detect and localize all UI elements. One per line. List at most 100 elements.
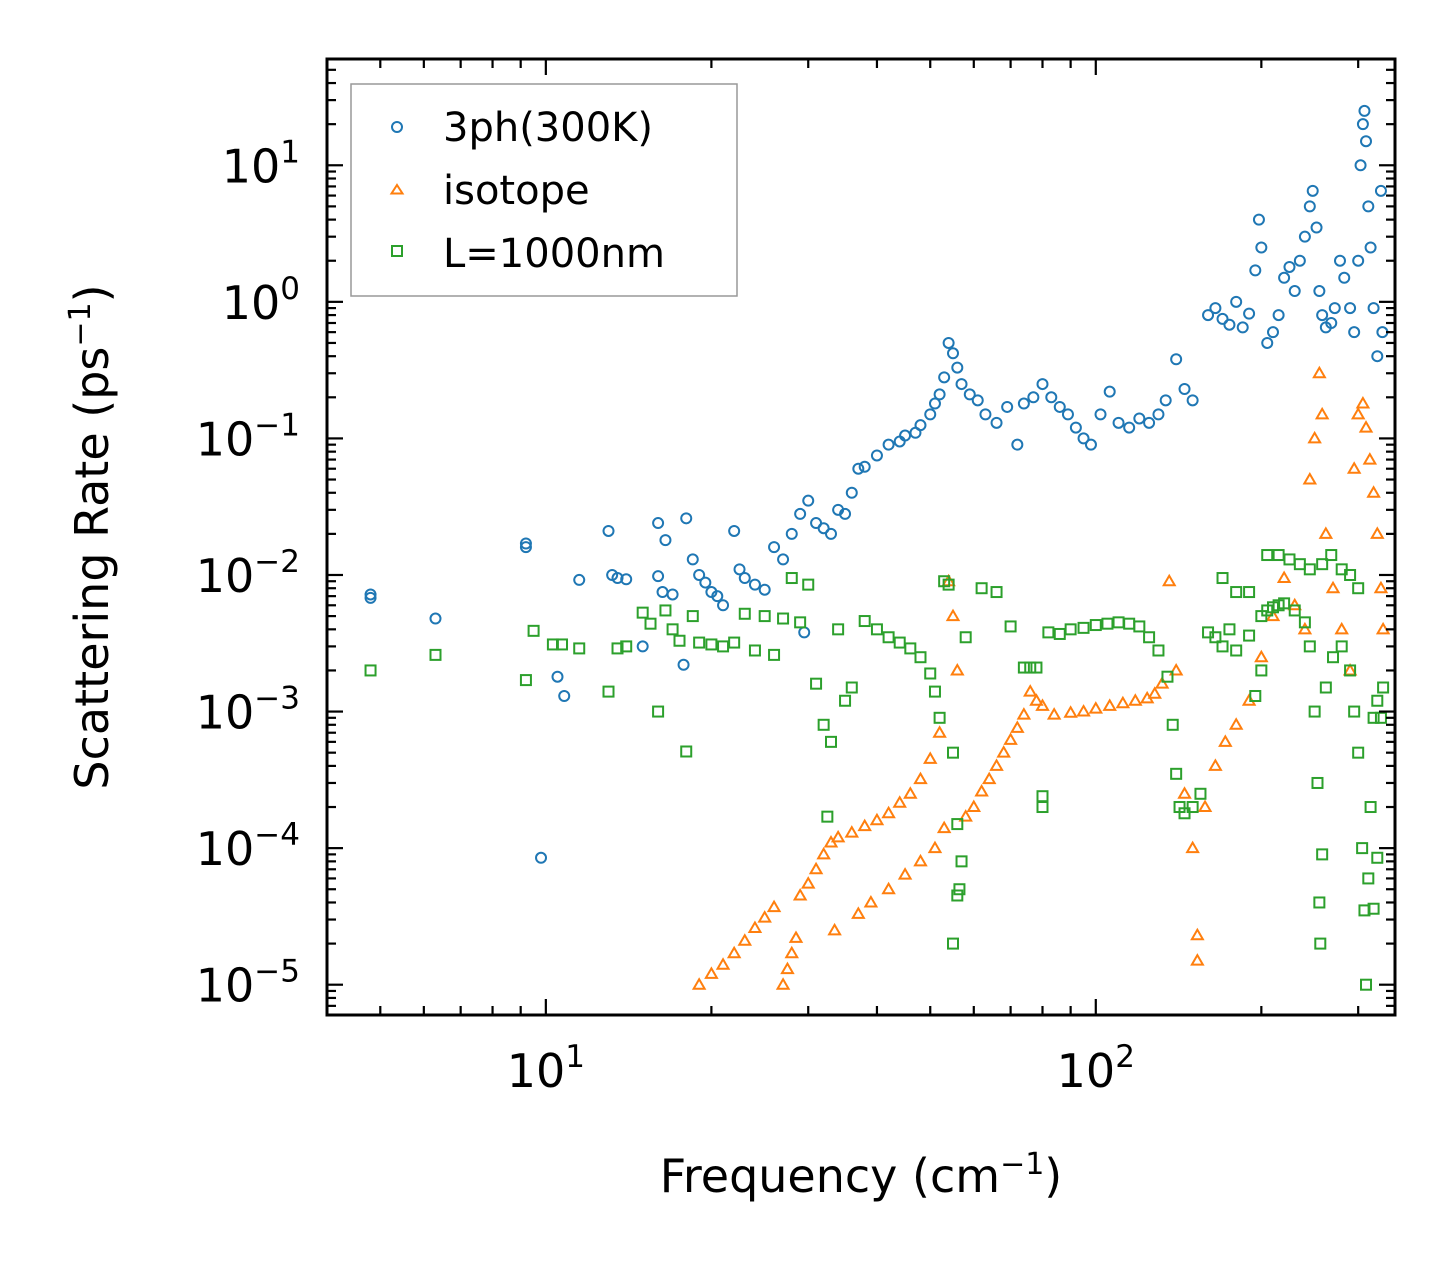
point-boundary	[839, 694, 852, 707]
point-3ph	[693, 568, 706, 581]
point-3ph	[1360, 135, 1373, 148]
point-3ph	[1306, 184, 1319, 197]
point-boundary	[1325, 549, 1338, 562]
point-boundary	[573, 642, 586, 655]
point-boundary	[1356, 842, 1369, 855]
point-3ph	[899, 429, 912, 442]
point-isotope	[1010, 720, 1025, 733]
point-boundary	[1344, 664, 1357, 677]
point-boundary	[1243, 629, 1256, 642]
point-boundary	[1161, 670, 1174, 683]
point-boundary	[1216, 572, 1229, 585]
point-3ph	[748, 578, 761, 591]
point-3ph	[1011, 438, 1024, 451]
point-3ph	[652, 517, 665, 530]
series-1	[691, 365, 1391, 990]
point-isotope	[1177, 786, 1192, 799]
point-isotope	[1314, 406, 1330, 420]
point-isotope	[757, 910, 772, 923]
y-tick-label: 10−2	[196, 544, 300, 603]
point-boundary	[845, 681, 858, 694]
point-boundary	[1024, 661, 1037, 674]
point-boundary	[1298, 616, 1311, 629]
y-tick-label: 10−3	[196, 681, 300, 740]
legend-label-boundary: L=1000nm	[443, 231, 665, 277]
point-boundary	[858, 615, 871, 628]
point-isotope	[1003, 732, 1018, 745]
point-boundary	[1186, 801, 1199, 814]
point-3ph	[1230, 295, 1243, 308]
point-3ph	[364, 588, 377, 601]
point-3ph	[1325, 316, 1338, 329]
point-3ph	[858, 460, 871, 473]
point-3ph	[717, 599, 730, 612]
point-3ph	[1216, 312, 1229, 325]
point-isotope	[974, 783, 989, 797]
point-boundary	[953, 883, 966, 896]
point-boundary	[1209, 631, 1222, 644]
point-boundary	[1278, 597, 1291, 610]
point-boundary	[1017, 661, 1030, 674]
point-isotope	[1197, 799, 1213, 813]
x-tick-label: 101	[507, 1039, 585, 1098]
point-3ph	[963, 388, 976, 401]
point-3ph	[1159, 394, 1172, 407]
series-2	[364, 549, 1390, 991]
point-boundary	[1101, 617, 1114, 630]
point-boundary	[1362, 872, 1375, 885]
point-3ph	[551, 670, 564, 683]
point-3ph	[1371, 350, 1384, 363]
point-3ph	[979, 408, 992, 421]
point-3ph	[947, 347, 960, 360]
point-boundary	[882, 631, 895, 644]
point-boundary	[1316, 848, 1329, 861]
legend: 3ph(300K) isotope L=1000nm	[350, 83, 738, 297]
point-isotope	[1102, 698, 1117, 711]
point-isotope	[801, 876, 816, 889]
point-3ph	[1027, 391, 1040, 404]
point-boundary	[1166, 718, 1179, 731]
point-isotope	[1208, 758, 1223, 771]
point-boundary	[673, 634, 686, 647]
point-boundary	[728, 636, 741, 649]
point-boundary	[1143, 631, 1156, 644]
point-3ph	[1202, 309, 1215, 322]
point-3ph	[1348, 326, 1361, 339]
point-isotope	[897, 867, 913, 880]
point-isotope	[881, 805, 896, 819]
point-boundary	[1064, 623, 1077, 636]
x-axis-label: Frequency (cm−1)	[660, 1147, 1063, 1203]
point-3ph	[990, 416, 1003, 429]
legend-label-isotope: isotope	[443, 168, 590, 214]
point-3ph	[1061, 408, 1074, 421]
point-3ph	[1236, 321, 1249, 334]
point-3ph	[794, 507, 807, 520]
point-isotope	[989, 758, 1004, 771]
point-isotope	[1375, 621, 1391, 635]
point-isotope	[869, 812, 885, 826]
point-3ph	[785, 527, 798, 540]
point-isotope	[704, 966, 719, 979]
point-3ph	[1094, 408, 1107, 421]
point-boundary	[1288, 604, 1301, 617]
point-3ph	[914, 419, 927, 432]
point-3ph	[680, 512, 693, 525]
y-tick-label: 10−4	[196, 817, 300, 876]
point-boundary	[758, 610, 771, 623]
point-boundary	[693, 636, 706, 649]
point-isotope	[1346, 461, 1362, 474]
point-boundary	[1303, 563, 1316, 576]
point-3ph	[933, 388, 946, 401]
point-isotope	[1154, 676, 1170, 689]
point-isotope	[1190, 927, 1205, 941]
x-tick-label: 102	[1057, 1039, 1135, 1098]
point-3ph	[951, 361, 964, 374]
point-3ph	[938, 371, 951, 384]
point-3ph	[1261, 336, 1274, 349]
point-isotope	[851, 906, 866, 919]
point-isotope	[1147, 686, 1162, 699]
point-3ph	[852, 462, 865, 475]
point-boundary	[1255, 664, 1268, 677]
point-isotope	[863, 894, 879, 908]
